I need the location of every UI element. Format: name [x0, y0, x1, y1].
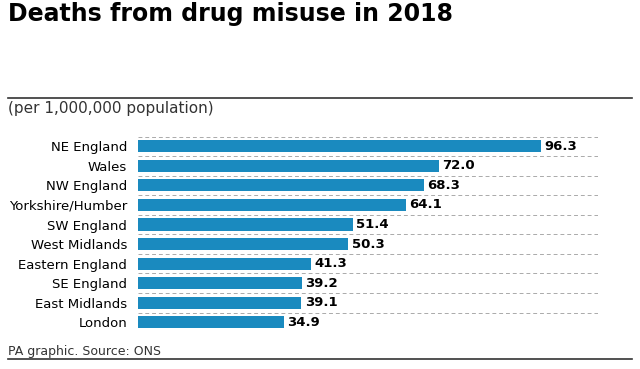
Bar [138, 238, 348, 250]
Text: 50.3: 50.3 [351, 238, 385, 251]
Text: 51.4: 51.4 [356, 218, 389, 231]
Text: 68.3: 68.3 [427, 179, 460, 192]
Text: Deaths from drug misuse in 2018: Deaths from drug misuse in 2018 [8, 2, 453, 26]
Bar [138, 218, 353, 231]
Text: 39.2: 39.2 [305, 277, 338, 290]
Text: 96.3: 96.3 [545, 140, 577, 153]
Text: (per 1,000,000 population): (per 1,000,000 population) [8, 101, 214, 117]
Text: 34.9: 34.9 [287, 316, 320, 329]
Bar [138, 199, 406, 211]
Bar [138, 297, 301, 309]
Text: PA graphic. Source: ONS: PA graphic. Source: ONS [8, 345, 161, 358]
Bar [138, 258, 310, 270]
Bar [138, 277, 302, 289]
Text: 39.1: 39.1 [305, 296, 337, 309]
Text: 64.1: 64.1 [410, 199, 442, 211]
Bar [138, 316, 284, 328]
Text: 72.0: 72.0 [443, 159, 475, 172]
Text: 41.3: 41.3 [314, 257, 347, 270]
Bar [138, 140, 541, 152]
Bar [138, 160, 439, 172]
Bar [138, 179, 424, 192]
